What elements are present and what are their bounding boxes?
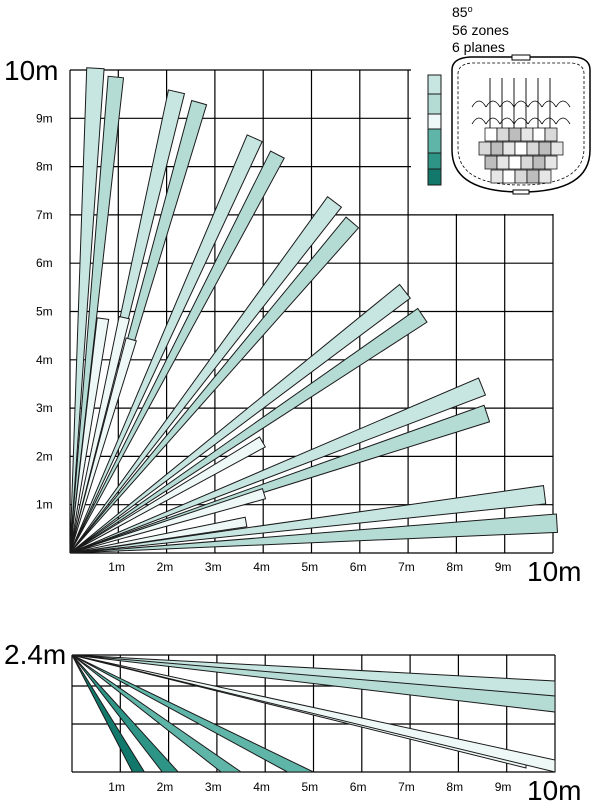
- y-tick-label: 4m: [36, 353, 53, 367]
- detection-beam: [69, 196, 343, 554]
- detection-beam: [69, 487, 267, 554]
- x-tick-label: 7m: [398, 560, 415, 574]
- legend-swatch: [427, 93, 442, 115]
- detection-beam: [69, 404, 491, 554]
- side-view-beams: [71, 654, 556, 773]
- legend-swatch: [427, 152, 442, 170]
- detection-beam: [69, 513, 559, 554]
- x-tick-label: 6m: [350, 780, 367, 794]
- y-tick-label: 2m: [36, 449, 53, 463]
- side-detection-beam: [71, 654, 180, 773]
- detection-beam: [69, 337, 137, 554]
- x-tick-label: 7m: [398, 780, 415, 794]
- x-tick-label: 4m: [253, 560, 270, 574]
- detection-beam: [69, 317, 110, 554]
- x-tick-label: 9m: [495, 780, 512, 794]
- detection-beam: [69, 315, 131, 554]
- y-tick-label: 5m: [36, 305, 53, 319]
- info-planes: 6 planes: [452, 39, 505, 55]
- x-tick-label: 9m: [495, 560, 512, 574]
- side-range-label-x: 10m: [527, 775, 581, 806]
- x-tick-label: 5m: [302, 780, 319, 794]
- plane-color-legend: [427, 74, 442, 186]
- x-tick-label: 3m: [205, 560, 222, 574]
- detection-beam: [69, 283, 411, 554]
- legend-swatch: [427, 168, 442, 186]
- x-tick-label: 2m: [157, 560, 174, 574]
- top-x-tick-labels: 1m 2m 3m 4m 5m 6m 7m 8m 9m: [108, 560, 511, 574]
- top-range-label-y: 10m: [4, 55, 58, 86]
- x-tick-label: 1m: [108, 560, 125, 574]
- legend-swatch: [427, 128, 442, 154]
- side-x-tick-labels: 1m 2m 3m 4m 5m 6m 7m 8m 9m: [108, 780, 511, 794]
- side-detection-beam: [71, 654, 243, 773]
- x-tick-label: 3m: [205, 780, 222, 794]
- x-tick-label: 8m: [446, 780, 463, 794]
- top-y-tick-labels: 1m 2m 3m 4m 5m 6m 7m 8m 9m: [36, 111, 53, 511]
- x-tick-label: 8m: [446, 560, 463, 574]
- x-tick-label: 5m: [302, 560, 319, 574]
- y-tick-label: 9m: [36, 111, 53, 125]
- y-tick-label: 8m: [36, 160, 53, 174]
- detection-beam: [69, 377, 487, 554]
- x-tick-label: 2m: [157, 780, 174, 794]
- info-angle: 85o: [452, 4, 473, 20]
- detection-beam: [69, 150, 285, 554]
- side-detection-beam: [71, 654, 556, 713]
- top-view-beams: [69, 67, 559, 554]
- y-tick-label: 3m: [36, 401, 53, 415]
- top-range-label-x: 10m: [527, 556, 581, 587]
- side-detection-beam: [71, 654, 314, 773]
- detection-beam: [69, 134, 263, 554]
- y-tick-label: 1m: [36, 498, 53, 512]
- x-tick-label: 4m: [253, 780, 270, 794]
- detection-beam: [69, 216, 360, 554]
- detection-beam: [69, 307, 428, 554]
- detection-beam: [69, 516, 248, 554]
- y-tick-label: 7m: [36, 208, 53, 222]
- side-detection-beam: [71, 654, 556, 773]
- x-tick-label: 1m: [108, 780, 125, 794]
- detection-beam: [69, 67, 105, 554]
- x-tick-label: 6m: [350, 560, 367, 574]
- side-detection-beam: [71, 654, 146, 773]
- legend-swatch: [427, 74, 442, 95]
- side-height-label: 2.4m: [4, 639, 66, 670]
- legend-swatch: [427, 113, 442, 130]
- y-tick-label: 6m: [36, 256, 53, 270]
- detector-lens-icon: [451, 54, 591, 195]
- info-zones: 56 zones: [452, 22, 509, 38]
- detection-beam: [69, 485, 547, 554]
- detection-beam: [69, 436, 267, 554]
